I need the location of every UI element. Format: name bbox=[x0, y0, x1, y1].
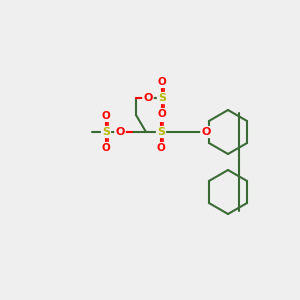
Text: O: O bbox=[115, 127, 125, 137]
Text: O: O bbox=[102, 111, 110, 121]
Text: O: O bbox=[158, 109, 166, 119]
Text: O: O bbox=[201, 127, 211, 137]
Text: O: O bbox=[157, 111, 165, 121]
Text: O: O bbox=[158, 77, 166, 87]
Text: S: S bbox=[102, 127, 110, 137]
Text: O: O bbox=[157, 143, 165, 153]
Text: O: O bbox=[102, 143, 110, 153]
Text: S: S bbox=[158, 93, 166, 103]
Text: O: O bbox=[143, 93, 153, 103]
Text: S: S bbox=[157, 127, 165, 137]
